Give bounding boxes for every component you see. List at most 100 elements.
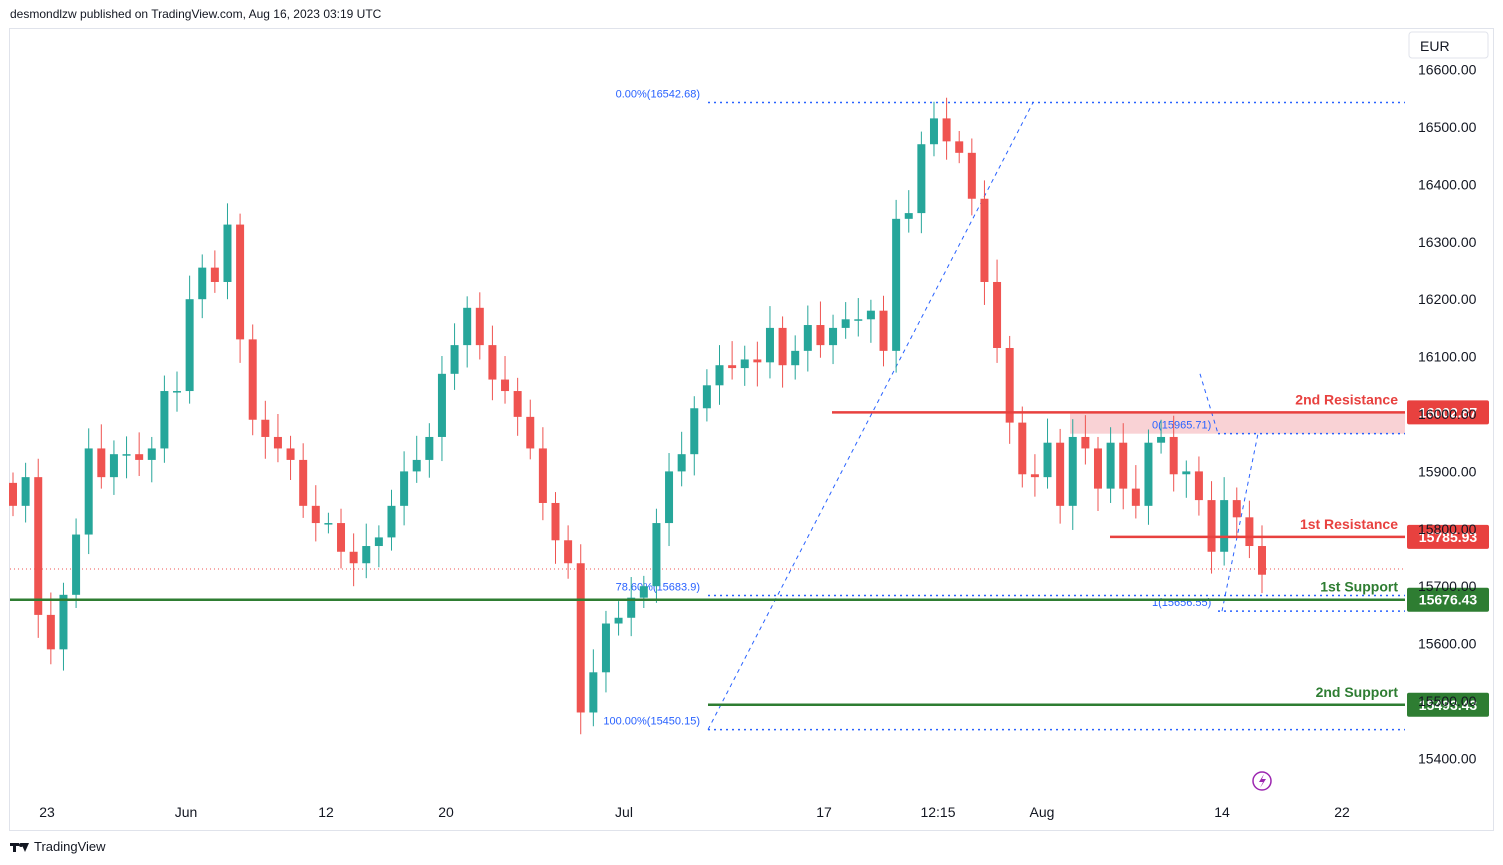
candle-body bbox=[576, 563, 585, 713]
candle-body bbox=[791, 350, 800, 366]
candle-body bbox=[349, 551, 358, 564]
candle-body bbox=[425, 436, 434, 460]
footer-brand: TradingView bbox=[10, 839, 106, 854]
candle-body bbox=[173, 391, 182, 393]
candle-body bbox=[778, 327, 787, 366]
candle-body bbox=[198, 267, 207, 300]
price-badge bbox=[1407, 400, 1489, 425]
candle-body bbox=[627, 597, 636, 618]
level-label: 1st Support bbox=[1320, 579, 1398, 595]
publisher-header: desmondlzw published on TradingView.com,… bbox=[10, 7, 382, 21]
y-tick-label: 15800.00 bbox=[1418, 521, 1477, 537]
candle-body bbox=[286, 448, 295, 460]
price-badge-label: 15493.43 bbox=[1419, 697, 1478, 713]
candle-body bbox=[879, 310, 888, 351]
price-badge bbox=[1407, 524, 1489, 549]
y-tick-label: 15900.00 bbox=[1418, 463, 1477, 479]
candle-body bbox=[1194, 471, 1203, 501]
fib-label: 78.60%(15683.9) bbox=[616, 581, 700, 593]
candle-body bbox=[929, 118, 938, 145]
candle-body bbox=[72, 534, 81, 595]
candle-body bbox=[160, 391, 169, 449]
trend-line bbox=[1199, 373, 1219, 434]
candle-body bbox=[387, 505, 396, 538]
price-badge-label: 16002.87 bbox=[1419, 404, 1478, 420]
candle-body bbox=[9, 482, 17, 506]
fib-label: 100.00%(15450.15) bbox=[603, 716, 700, 728]
candle-body bbox=[1030, 474, 1039, 478]
candle-body bbox=[538, 448, 547, 503]
x-tick-label: 20 bbox=[438, 804, 454, 820]
price-badge bbox=[1407, 587, 1489, 612]
candle-body bbox=[513, 391, 522, 417]
y-tick-label: 16100.00 bbox=[1418, 349, 1477, 365]
candle-body bbox=[475, 307, 484, 346]
y-tick-label: 16400.00 bbox=[1418, 176, 1477, 192]
candle-body bbox=[1220, 500, 1229, 552]
currency-label: EUR bbox=[1420, 38, 1450, 54]
candle-body bbox=[400, 471, 409, 506]
candle-body bbox=[21, 477, 30, 506]
candle-body bbox=[740, 359, 749, 369]
trend-line bbox=[707, 102, 1034, 730]
candle-body bbox=[917, 144, 926, 214]
candle-body bbox=[210, 267, 219, 282]
candle-body bbox=[993, 281, 1002, 348]
x-tick-label: 12:15 bbox=[920, 804, 955, 820]
x-tick-label: 17 bbox=[816, 804, 832, 820]
resistance-zone bbox=[1070, 412, 1405, 434]
candle-body bbox=[728, 365, 737, 369]
candle-body bbox=[34, 477, 43, 615]
candle-body bbox=[299, 459, 308, 506]
candle-body bbox=[1119, 442, 1128, 489]
candle-body bbox=[1131, 488, 1140, 506]
candle-body bbox=[248, 339, 257, 420]
trend-line bbox=[1221, 433, 1259, 612]
currency-box[interactable]: EUR bbox=[1408, 31, 1489, 59]
level-label: 2nd Resistance bbox=[1295, 391, 1398, 407]
candle-body bbox=[488, 345, 497, 380]
candle-body bbox=[273, 436, 282, 449]
fib-lines-layer: 0.00%(16542.68) 78.60%(15683.9) 100.00%(15… bbox=[10, 89, 1405, 731]
y-tick-label: 16600.00 bbox=[1418, 62, 1477, 78]
lightning-icon[interactable] bbox=[1252, 771, 1272, 791]
candle-body bbox=[665, 471, 674, 524]
candle-body bbox=[1144, 442, 1153, 506]
y-tick-label: 16200.00 bbox=[1418, 291, 1477, 307]
candle-body bbox=[97, 448, 106, 478]
levels-layer: 2nd Resistance 16002.87 1st Resistance 1578… bbox=[10, 391, 1489, 717]
candle-body bbox=[904, 213, 913, 219]
candle-body bbox=[261, 419, 270, 437]
candle-body bbox=[690, 408, 699, 455]
candle-body bbox=[942, 118, 951, 142]
candle-body bbox=[122, 454, 131, 456]
candle-body bbox=[1207, 500, 1216, 552]
candle-body bbox=[1018, 422, 1027, 475]
candle-body bbox=[765, 327, 774, 363]
candle-body bbox=[601, 623, 610, 673]
y-tick-label: 15600.00 bbox=[1418, 636, 1477, 652]
y-tick-label: 16500.00 bbox=[1418, 119, 1477, 135]
candle-body bbox=[551, 502, 560, 541]
candle-body bbox=[639, 586, 648, 598]
candle-body bbox=[1106, 442, 1115, 489]
x-tick-label: Jun bbox=[175, 804, 198, 820]
candle-body bbox=[1169, 436, 1178, 475]
candle-body bbox=[866, 310, 875, 320]
candles-layer bbox=[9, 97, 1266, 735]
candle-body bbox=[185, 299, 194, 392]
candle-body bbox=[816, 325, 825, 346]
fib-label: 0(15965.71) bbox=[1152, 420, 1211, 432]
candle-body bbox=[589, 672, 598, 713]
x-tick-label: Jul bbox=[615, 804, 633, 820]
price-badge-label: 15676.43 bbox=[1419, 592, 1478, 608]
candle-body bbox=[1005, 347, 1014, 423]
candle-body bbox=[1157, 436, 1166, 443]
brand-name: TradingView bbox=[34, 839, 106, 854]
candle-body bbox=[324, 523, 333, 525]
price-badge bbox=[1407, 692, 1489, 717]
candle-body bbox=[1232, 500, 1241, 518]
candle-body bbox=[223, 224, 232, 282]
candle-body bbox=[463, 307, 472, 346]
